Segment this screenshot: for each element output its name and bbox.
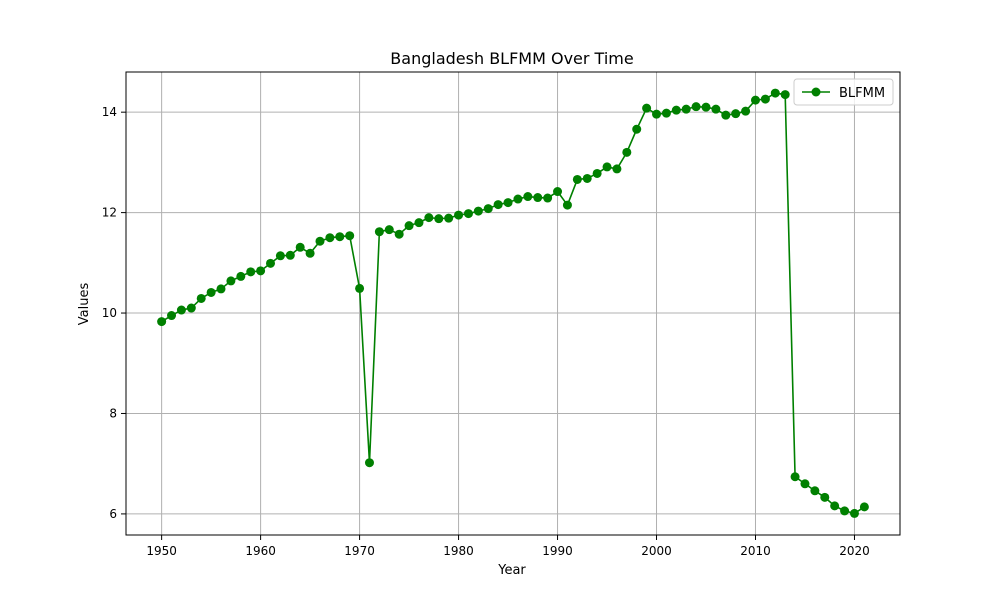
chart-title: Bangladesh BLFMM Over Time	[390, 49, 633, 68]
data-point	[157, 317, 167, 327]
data-point	[414, 218, 424, 228]
data-point	[800, 479, 810, 489]
y-tick-label: 12	[102, 206, 117, 220]
y-axis-label: Values	[77, 283, 92, 326]
data-point	[632, 124, 642, 134]
data-point	[572, 174, 582, 184]
data-point	[275, 251, 285, 261]
data-point	[226, 276, 236, 286]
data-point	[859, 502, 869, 512]
data-point	[345, 231, 355, 241]
data-point	[652, 109, 662, 119]
data-point	[810, 486, 820, 496]
x-tick-label: 1970	[344, 544, 375, 558]
data-point	[236, 271, 246, 281]
data-point	[642, 103, 652, 113]
data-point	[582, 173, 592, 183]
data-point	[661, 108, 671, 118]
data-point	[176, 305, 186, 315]
data-point	[206, 287, 216, 297]
x-tick-label: 2020	[839, 544, 870, 558]
data-point	[335, 232, 345, 242]
data-point	[533, 193, 543, 203]
y-tick-label: 6	[109, 507, 117, 521]
data-point	[543, 193, 553, 203]
data-point	[671, 105, 681, 115]
data-point	[681, 104, 691, 114]
x-tick-label: 1980	[443, 544, 474, 558]
plot-frame	[125, 71, 901, 536]
data-point	[553, 187, 563, 197]
data-point	[701, 102, 711, 112]
data-point	[592, 168, 602, 178]
data-point	[820, 492, 830, 502]
y-axis-ticks: 6 8 10 12 14	[102, 105, 126, 521]
data-point	[523, 192, 533, 202]
x-axis-ticks: 1950 1960 1970 1980 1990 2000 2010 2020	[146, 535, 870, 558]
data-point	[741, 106, 751, 116]
data-point	[473, 206, 483, 216]
data-point	[840, 506, 850, 516]
data-point	[285, 250, 295, 260]
data-point	[562, 200, 572, 210]
x-axis-label: Year	[497, 563, 526, 578]
data-point	[830, 501, 840, 511]
legend-entry-label: BLFMM	[839, 86, 885, 101]
data-point	[186, 303, 196, 313]
data-point	[750, 95, 760, 105]
data-point	[780, 90, 790, 100]
x-tick-label: 1950	[146, 544, 177, 558]
data-point	[325, 233, 335, 243]
data-point	[612, 164, 622, 174]
legend-marker	[811, 87, 821, 97]
data-point	[760, 94, 770, 104]
x-tick-label: 1990	[542, 544, 573, 558]
data-point	[493, 200, 503, 210]
data-point	[424, 213, 434, 223]
data-point	[295, 242, 305, 252]
data-point	[196, 293, 206, 303]
data-point	[513, 194, 523, 204]
x-tick-label: 1960	[245, 544, 276, 558]
data-point	[266, 258, 276, 268]
data-point	[790, 472, 800, 482]
data-point	[364, 458, 374, 468]
data-point	[721, 110, 731, 120]
data-point	[256, 266, 266, 276]
data-point	[394, 229, 404, 239]
data-point	[384, 225, 394, 235]
data-point	[503, 198, 513, 208]
data-point	[463, 209, 473, 219]
data-point	[622, 147, 632, 157]
data-point	[483, 204, 493, 214]
x-tick-label: 2010	[740, 544, 771, 558]
data-point	[374, 227, 384, 237]
x-tick-label: 2000	[641, 544, 672, 558]
grid-lines	[126, 72, 900, 535]
data-point	[434, 214, 444, 224]
data-point	[404, 221, 414, 231]
legend: BLFMM	[793, 78, 894, 106]
data-point	[355, 283, 365, 293]
data-point	[849, 508, 859, 518]
data-point	[216, 284, 226, 294]
data-point	[454, 210, 464, 220]
y-tick-label: 10	[102, 306, 117, 320]
data-point	[444, 213, 454, 223]
y-tick-label: 14	[102, 105, 117, 119]
data-point	[691, 102, 701, 112]
data-point	[731, 109, 741, 119]
data-point	[711, 104, 721, 114]
data-point	[305, 248, 315, 258]
data-point	[315, 236, 325, 246]
series-layer	[157, 88, 869, 518]
data-point	[770, 88, 780, 98]
data-point	[246, 267, 256, 277]
legend-box	[793, 78, 894, 106]
data-point	[167, 311, 177, 321]
y-tick-label: 8	[109, 406, 117, 420]
data-point	[602, 162, 612, 172]
